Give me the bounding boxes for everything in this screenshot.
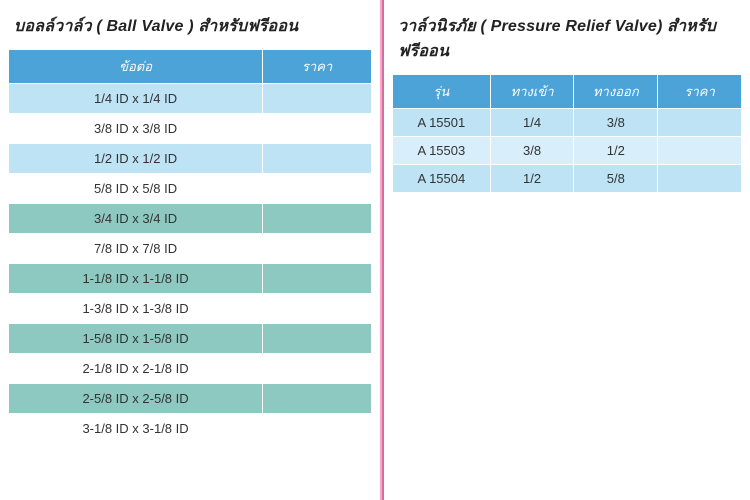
relief-valve-panel: วาล์วนิรภัย ( Pressure Relief Valve) สำห… <box>384 0 750 500</box>
table-cell: 2-5/8 ID x 2-5/8 ID <box>9 384 263 414</box>
table-cell <box>658 165 742 193</box>
table-cell <box>263 384 372 414</box>
table-row: 7/8 ID x 7/8 ID <box>9 234 372 264</box>
ball-valve-title: บอลล์วาล์ว ( Ball Valve ) สำหรับฟรีออน <box>8 10 372 49</box>
column-header: รุ่น <box>393 75 491 109</box>
table-cell: 3/8 <box>574 109 658 137</box>
table-cell <box>658 137 742 165</box>
table-cell <box>263 114 372 144</box>
table-row: 1/2 ID x 1/2 ID <box>9 144 372 174</box>
ball-valve-panel: บอลล์วาล์ว ( Ball Valve ) สำหรับฟรีออน ข… <box>0 0 380 500</box>
table-cell: 1-3/8 ID x 1-3/8 ID <box>9 294 263 324</box>
table-cell: 2-1/8 ID x 2-1/8 ID <box>9 354 263 384</box>
relief-valve-table: รุ่นทางเข้าทางออกราคา A 155011/43/8A 155… <box>392 74 742 193</box>
table-cell: 3/8 <box>490 137 574 165</box>
table-cell <box>263 144 372 174</box>
ball-valve-table: ข้อต่อราคา 1/4 ID x 1/4 ID3/8 ID x 3/8 I… <box>8 49 372 444</box>
table-cell <box>263 204 372 234</box>
table-cell: 5/8 <box>574 165 658 193</box>
table-row: 3-1/8 ID x 3-1/8 ID <box>9 414 372 444</box>
table-cell: 1/2 <box>574 137 658 165</box>
table-cell: A 15504 <box>393 165 491 193</box>
table-row: 1-1/8 ID x 1-1/8 ID <box>9 264 372 294</box>
table-row: 1/4 ID x 1/4 ID <box>9 84 372 114</box>
table-cell: 1/2 ID x 1/2 ID <box>9 144 263 174</box>
table-row: 1-5/8 ID x 1-5/8 ID <box>9 324 372 354</box>
table-cell: 1-5/8 ID x 1-5/8 ID <box>9 324 263 354</box>
relief-valve-title: วาล์วนิรภัย ( Pressure Relief Valve) สำห… <box>392 10 742 74</box>
column-header: ราคา <box>658 75 742 109</box>
table-cell <box>263 294 372 324</box>
table-row: 2-5/8 ID x 2-5/8 ID <box>9 384 372 414</box>
table-row: 1-3/8 ID x 1-3/8 ID <box>9 294 372 324</box>
table-row: A 155041/25/8 <box>393 165 742 193</box>
table-cell: 3/4 ID x 3/4 ID <box>9 204 263 234</box>
table-cell: A 15501 <box>393 109 491 137</box>
table-row: A 155033/81/2 <box>393 137 742 165</box>
table-cell <box>263 264 372 294</box>
column-header: ทางออก <box>574 75 658 109</box>
table-header-row: ข้อต่อราคา <box>9 50 372 84</box>
column-header: ราคา <box>263 50 372 84</box>
table-cell: 3/8 ID x 3/8 ID <box>9 114 263 144</box>
table-header-row: รุ่นทางเข้าทางออกราคา <box>393 75 742 109</box>
table-cell <box>263 234 372 264</box>
table-cell <box>263 324 372 354</box>
table-cell: 5/8 ID x 5/8 ID <box>9 174 263 204</box>
table-row: A 155011/43/8 <box>393 109 742 137</box>
table-row: 5/8 ID x 5/8 ID <box>9 174 372 204</box>
table-cell <box>263 174 372 204</box>
table-row: 3/4 ID x 3/4 ID <box>9 204 372 234</box>
table-cell <box>263 354 372 384</box>
table-cell: 7/8 ID x 7/8 ID <box>9 234 263 264</box>
table-row: 2-1/8 ID x 2-1/8 ID <box>9 354 372 384</box>
table-cell <box>263 84 372 114</box>
table-cell <box>263 414 372 444</box>
table-cell: 1/4 <box>490 109 574 137</box>
table-cell: 3-1/8 ID x 3-1/8 ID <box>9 414 263 444</box>
table-row: 3/8 ID x 3/8 ID <box>9 114 372 144</box>
table-cell: A 15503 <box>393 137 491 165</box>
table-cell <box>658 109 742 137</box>
table-cell: 1-1/8 ID x 1-1/8 ID <box>9 264 263 294</box>
table-cell: 1/2 <box>490 165 574 193</box>
column-header: ทางเข้า <box>490 75 574 109</box>
table-cell: 1/4 ID x 1/4 ID <box>9 84 263 114</box>
column-header: ข้อต่อ <box>9 50 263 84</box>
